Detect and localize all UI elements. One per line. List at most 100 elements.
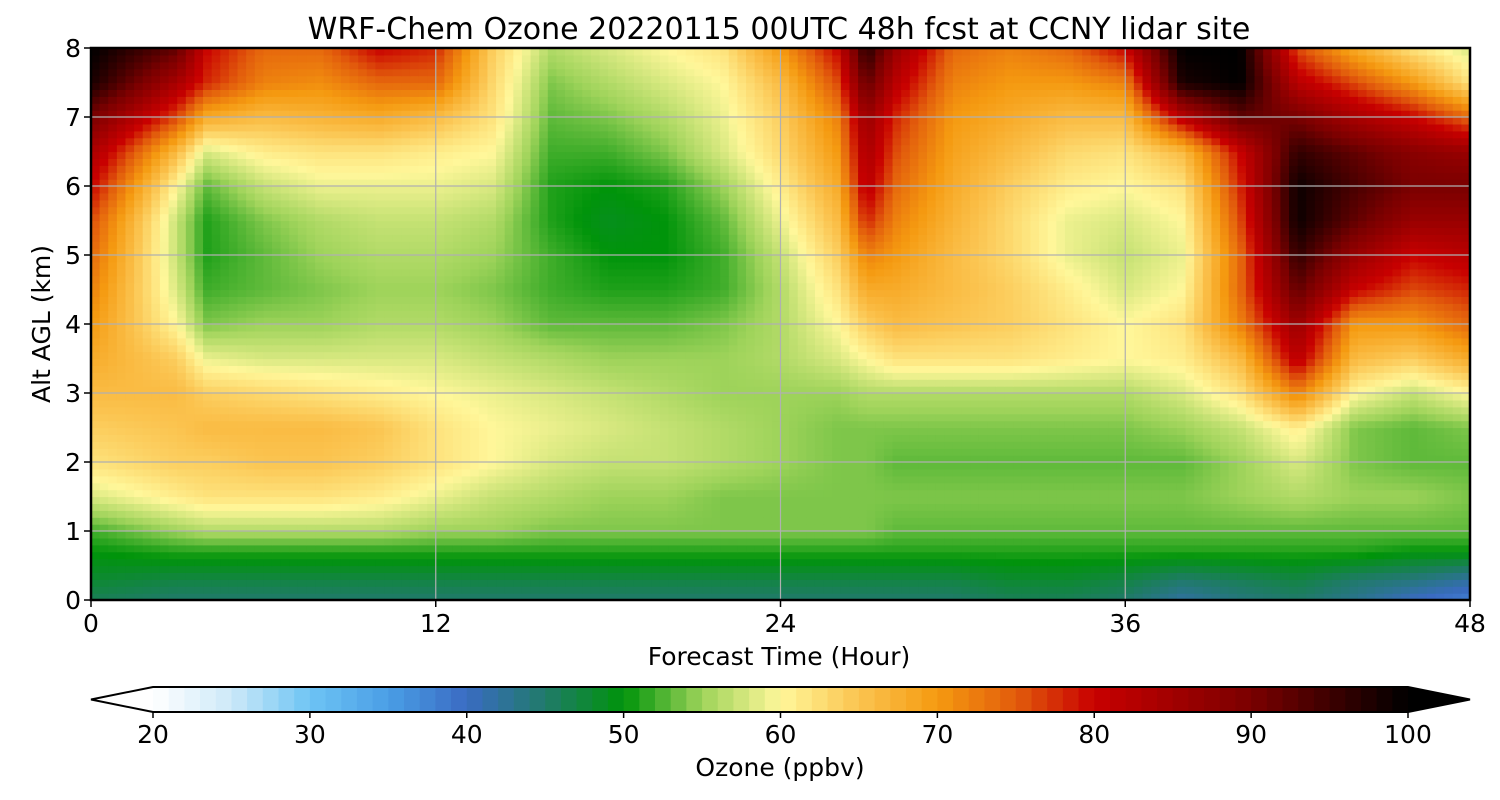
heatmap-cell (478, 489, 489, 498)
heatmap-cell (1064, 537, 1075, 546)
heatmap-cell (582, 427, 592, 435)
heatmap-cell (496, 434, 506, 442)
heatmap-cell (1340, 579, 1350, 587)
heatmap-cell (590, 524, 601, 532)
heatmap-cell (1047, 593, 1057, 600)
heatmap-cell (771, 517, 782, 525)
heatmap-cell (401, 524, 411, 532)
heatmap-cell (909, 544, 919, 553)
heatmap-cell (789, 510, 799, 518)
heatmap-cell (797, 399, 807, 408)
heatmap-cell (1409, 441, 1419, 449)
heatmap-cell (237, 586, 247, 594)
heatmap-cell (461, 413, 471, 422)
heatmap-cell (556, 537, 566, 546)
heatmap-cell (306, 558, 316, 567)
heatmap-cell (306, 517, 316, 525)
heatmap-cell (582, 462, 592, 470)
heatmap-cell (99, 489, 109, 498)
heatmap-cell (323, 593, 333, 600)
heatmap-cell (228, 579, 239, 587)
heatmap-cell (590, 593, 601, 600)
heatmap-cell (1289, 455, 1299, 463)
heatmap-cell (1039, 524, 1049, 532)
heatmap-cell (694, 531, 704, 539)
heatmap-cell (392, 379, 402, 387)
heatmap-cell (935, 420, 945, 429)
heatmap-cell (1047, 510, 1057, 518)
heatmap-cell (1357, 489, 1368, 498)
heatmap-cell (418, 517, 428, 525)
heatmap-cell (892, 544, 902, 553)
heatmap-cell (142, 510, 152, 518)
heatmap-cell (642, 406, 652, 415)
heatmap-cell (203, 468, 213, 477)
heatmap-cell (1176, 413, 1187, 422)
heatmap-cell (978, 579, 988, 587)
heatmap-cell (409, 537, 420, 546)
heatmap-cell (608, 455, 618, 463)
heatmap-cell (1133, 544, 1144, 553)
heatmap-cell (228, 537, 239, 546)
heatmap-cell (883, 448, 894, 456)
heatmap-cell (263, 503, 273, 511)
heatmap-cell (237, 427, 247, 435)
heatmap-cell (746, 489, 756, 498)
heatmap-cell (668, 413, 678, 422)
heatmap-cell (1202, 448, 1213, 456)
heatmap-cell (685, 531, 695, 539)
heatmap-cell (427, 551, 437, 560)
heatmap-cell (737, 393, 747, 401)
heatmap-cell (1142, 517, 1152, 525)
heatmap-cell (504, 586, 514, 594)
heatmap-cell (849, 579, 859, 587)
heatmap-cell (211, 399, 221, 408)
heatmap-cell (1254, 565, 1264, 573)
heatmap-cell (228, 517, 239, 525)
heatmap-cell (332, 517, 342, 525)
heatmap-cell (728, 399, 739, 408)
heatmap-cell (401, 462, 411, 470)
heatmap-cell (858, 579, 868, 587)
heatmap-cell (280, 537, 290, 546)
heatmap-cell (151, 427, 161, 435)
heatmap-cell (1245, 468, 1256, 477)
heatmap-cell (866, 482, 876, 491)
heatmap-cell (806, 399, 816, 408)
heatmap-cell (1254, 496, 1264, 504)
heatmap-cell (513, 386, 523, 394)
heatmap-cell (737, 503, 747, 511)
heatmap-cell (1047, 517, 1057, 525)
heatmap-cell (340, 551, 351, 560)
heatmap-cell (625, 510, 635, 518)
heatmap-cell (323, 510, 333, 518)
heatmap-cell (151, 393, 161, 401)
heatmap-cell (99, 379, 109, 387)
heatmap-cell (737, 462, 747, 470)
heatmap-cell (513, 420, 523, 429)
heatmap-cell (573, 593, 583, 600)
heatmap-cell (228, 558, 239, 567)
heatmap-cell (677, 503, 687, 511)
heatmap-cell (435, 406, 445, 415)
heatmap-cell (444, 510, 454, 518)
heatmap-cell (702, 593, 713, 600)
heatmap-cell (780, 503, 790, 511)
heatmap-cell (1340, 558, 1350, 567)
heatmap-cell (995, 503, 1006, 511)
heatmap-cell (435, 434, 445, 442)
heatmap-cell (1090, 586, 1100, 594)
heatmap-cell (1202, 537, 1213, 546)
heatmap-cell (521, 399, 532, 408)
heatmap-cell (315, 475, 325, 484)
heatmap-cell (306, 531, 316, 539)
heatmap-cell (349, 586, 359, 594)
heatmap-cell (211, 379, 221, 387)
heatmap-cell (99, 427, 109, 435)
heatmap-cell (1090, 524, 1100, 532)
heatmap-cell (1142, 544, 1152, 553)
heatmap-cell (1357, 558, 1368, 567)
heatmap-cell (1409, 406, 1419, 415)
heatmap-cell (1228, 565, 1238, 573)
heatmap-cell (461, 448, 471, 456)
